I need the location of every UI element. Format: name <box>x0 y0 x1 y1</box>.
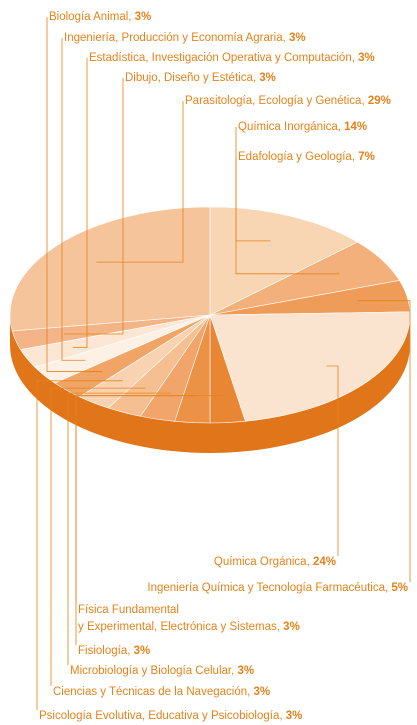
leader-line <box>61 38 86 361</box>
leader-line <box>46 17 103 372</box>
slice-name: Ciencias y Técnicas de la Navegación <box>53 686 254 698</box>
leader-line <box>96 101 184 263</box>
slice-value: 3% <box>133 645 151 657</box>
pie-slice <box>209 311 411 422</box>
leader-line <box>75 395 197 645</box>
leader-line <box>326 365 339 556</box>
slice-name: Microbiología y Biología Celular <box>70 665 237 677</box>
slice-label: Parasitología, Ecología y Genética29% <box>185 93 391 110</box>
slice-label: Ciencias y Técnicas de la Navegación3% <box>53 684 270 701</box>
slice-value: 3% <box>358 52 375 64</box>
slice-name: Ingeniería Química y Tecnología Farmacéu… <box>147 582 391 594</box>
slice-label: Física Fundamental y Experimental, Elect… <box>78 602 300 636</box>
leader-line <box>357 300 411 582</box>
slice-name: Física Fundamental y Experimental, Elect… <box>78 604 283 633</box>
slice-value: 5% <box>391 582 408 594</box>
slice-label: Ingeniería, Producción y Economía Agrari… <box>64 30 306 47</box>
slice-label: Edafología y Geología7% <box>238 149 375 166</box>
slice-label: Psicología Evolutiva, Educativa y Psicob… <box>39 708 302 725</box>
leader-line <box>67 392 171 665</box>
slice-value: 3% <box>259 72 276 84</box>
slice-label: Microbiología y Biología Celular3% <box>70 663 254 680</box>
slice-label: Biología Animal3% <box>49 9 151 26</box>
slice-value: 3% <box>253 686 271 698</box>
slice-name: Ingeniería, Producción y Economía Agrari… <box>64 32 289 44</box>
slice-label: Dibujo, Diseño y Estética3% <box>125 70 276 87</box>
slice-name: Parasitología, Ecología y Genética <box>185 95 368 107</box>
leader-line <box>50 387 146 686</box>
slice-value: 14% <box>344 121 368 133</box>
slice-value: 3% <box>289 32 306 44</box>
slice-name: Dibujo, Diseño y Estética <box>125 72 259 84</box>
slice-value: 3% <box>283 621 300 633</box>
slice-name: Química Orgánica <box>214 556 313 568</box>
leader-line <box>64 78 124 335</box>
slice-label: Estadística, Investigación Operativa y C… <box>89 50 375 67</box>
slice-value: 3% <box>285 710 303 722</box>
slice-label: Química Orgánica24% <box>214 554 336 571</box>
pie-slice <box>9 206 211 332</box>
slice-name: Biología Animal <box>49 11 135 23</box>
slice-value: 7% <box>358 151 375 163</box>
slice-name: Estadística, Investigación Operativa y C… <box>89 52 358 64</box>
slice-name: Química Inorgánica <box>238 121 344 133</box>
slice-name: Fisiología <box>78 645 134 657</box>
leader-line <box>36 380 123 710</box>
slice-label: Fisiología3% <box>78 643 150 660</box>
slice-name: Edafología y Geología <box>238 151 358 163</box>
slice-label: Química Inorgánica14% <box>238 119 367 136</box>
slice-label: Ingeniería Química y Tecnología Farmacéu… <box>147 580 408 597</box>
slice-value: 3% <box>237 665 255 677</box>
pie-slice <box>209 206 359 316</box>
pie-side <box>10 315 410 453</box>
leader-line <box>72 58 88 349</box>
slice-value: 29% <box>367 95 391 107</box>
slice-name: Psicología Evolutiva, Educativa y Psicob… <box>39 710 286 722</box>
leader-line <box>235 157 340 275</box>
slice-value: 24% <box>312 556 336 568</box>
slice-value: 3% <box>134 11 152 23</box>
